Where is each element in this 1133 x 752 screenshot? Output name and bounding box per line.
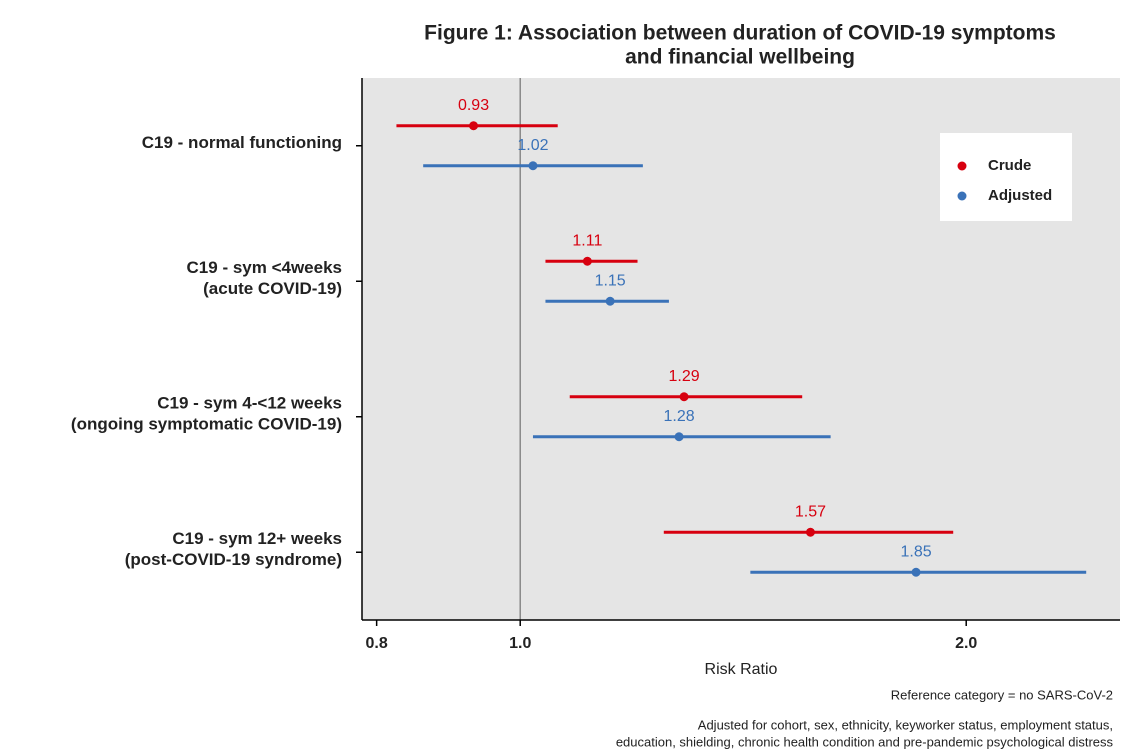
y-tick-label: C19 - sym 12+ weeks xyxy=(172,529,342,548)
note: Adjusted for cohort, sex, ethnicity, key… xyxy=(698,717,1113,732)
point-estimate xyxy=(679,392,689,402)
legend-label: Crude xyxy=(988,157,1031,174)
point-estimate xyxy=(582,256,592,266)
x-tick-label: 1.0 xyxy=(509,635,531,652)
chart-title: and financial wellbeing xyxy=(625,46,855,69)
y-tick-label: (ongoing symptomatic COVID-19) xyxy=(71,415,342,434)
point-estimate xyxy=(805,527,815,537)
data-label: 0.93 xyxy=(458,97,489,114)
point-estimate xyxy=(528,161,538,171)
data-label: 1.11 xyxy=(572,232,602,249)
point-estimate xyxy=(605,296,615,306)
point-estimate xyxy=(674,432,684,442)
legend-marker xyxy=(957,191,967,201)
y-tick-label: C19 - normal functioning xyxy=(142,133,342,152)
chart-title: Figure 1: Association between duration o… xyxy=(424,22,1056,45)
data-label: 1.02 xyxy=(517,137,548,154)
x-axis-label: Risk Ratio xyxy=(705,661,778,678)
point-estimate xyxy=(911,567,921,577)
note: education, shielding, chronic health con… xyxy=(616,734,1114,749)
legend-label: Adjusted xyxy=(988,187,1052,204)
note: Reference category = no SARS-CoV-2 xyxy=(891,687,1113,702)
x-tick-label: 0.8 xyxy=(366,635,388,652)
data-label: 1.85 xyxy=(900,543,931,560)
data-label: 1.57 xyxy=(795,503,826,520)
data-label: 1.15 xyxy=(595,272,626,289)
y-tick-label: C19 - sym <4weeks xyxy=(187,258,342,277)
point-estimate xyxy=(469,121,479,131)
y-tick-label: C19 - sym 4-<12 weeks xyxy=(157,394,342,413)
x-tick-label: 2.0 xyxy=(955,635,977,652)
y-tick-label: (post-COVID-19 syndrome) xyxy=(125,550,342,569)
data-label: 1.28 xyxy=(663,408,694,425)
legend-marker xyxy=(957,161,967,171)
y-tick-label: (acute COVID-19) xyxy=(203,279,342,298)
legend-box xyxy=(940,133,1072,221)
data-label: 1.29 xyxy=(668,368,699,385)
